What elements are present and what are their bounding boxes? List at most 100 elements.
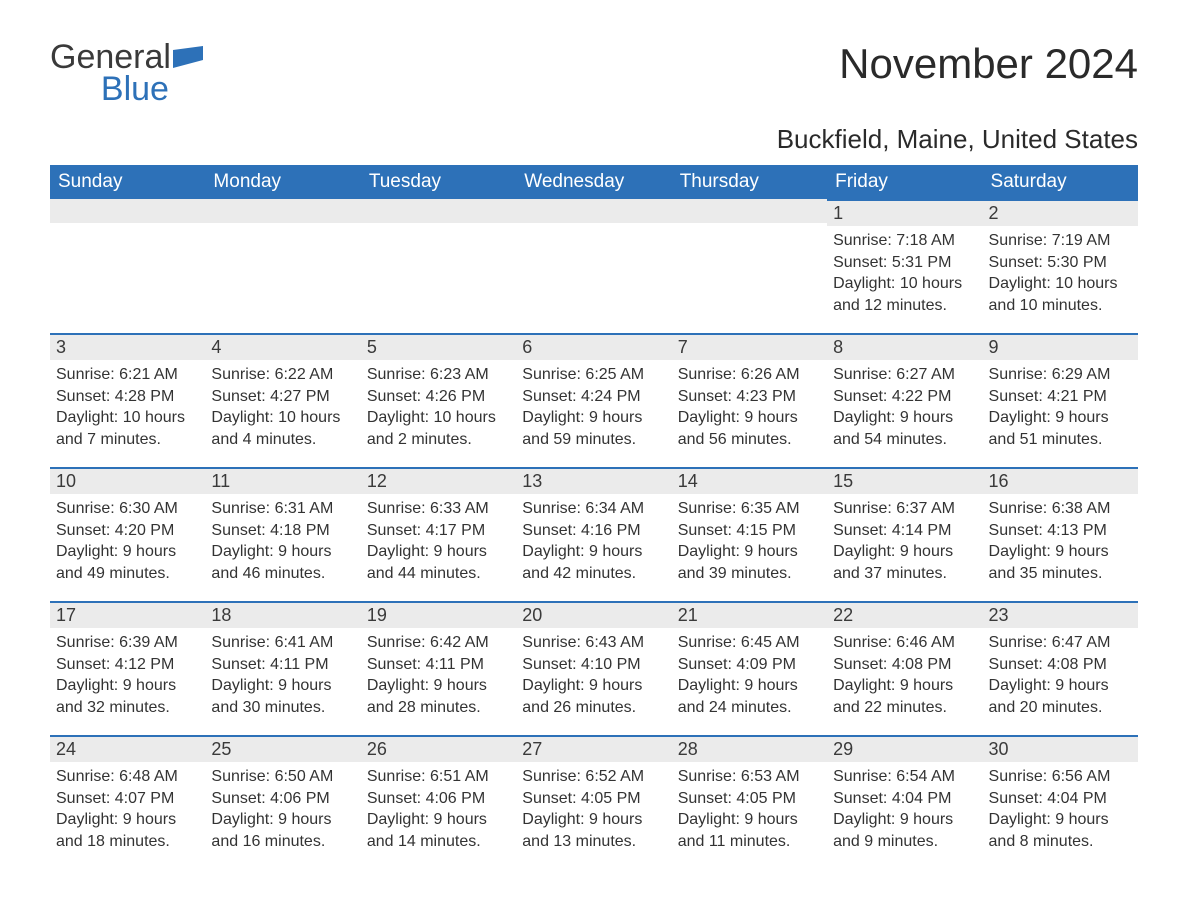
- day-number: 17: [50, 601, 205, 628]
- daylight-line: Daylight: 9 hours and 16 minutes.: [211, 809, 354, 852]
- sunset-line: Sunset: 4:13 PM: [989, 520, 1132, 542]
- sunset-line: Sunset: 4:23 PM: [678, 386, 821, 408]
- calendar-cell: 15Sunrise: 6:37 AMSunset: 4:14 PMDayligh…: [827, 467, 982, 601]
- calendar-row: 24Sunrise: 6:48 AMSunset: 4:07 PMDayligh…: [50, 735, 1138, 869]
- day-number: 4: [205, 333, 360, 360]
- weekday-header-row: SundayMondayTuesdayWednesdayThursdayFrid…: [50, 165, 1138, 199]
- day-details: Sunrise: 6:25 AMSunset: 4:24 PMDaylight:…: [516, 360, 671, 456]
- sunrise-line: Sunrise: 6:38 AM: [989, 498, 1132, 520]
- sunset-line: Sunset: 4:11 PM: [367, 654, 510, 676]
- daylight-line: Daylight: 10 hours and 10 minutes.: [989, 273, 1132, 316]
- calendar-row: 3Sunrise: 6:21 AMSunset: 4:28 PMDaylight…: [50, 333, 1138, 467]
- day-number: 30: [983, 735, 1138, 762]
- sunset-line: Sunset: 4:09 PM: [678, 654, 821, 676]
- calendar-cell: [50, 199, 205, 333]
- day-details: Sunrise: 6:29 AMSunset: 4:21 PMDaylight:…: [983, 360, 1138, 456]
- sunset-line: Sunset: 4:04 PM: [989, 788, 1132, 810]
- sunset-line: Sunset: 4:15 PM: [678, 520, 821, 542]
- day-details: Sunrise: 6:42 AMSunset: 4:11 PMDaylight:…: [361, 628, 516, 724]
- sunset-line: Sunset: 4:17 PM: [367, 520, 510, 542]
- daylight-line: Daylight: 9 hours and 56 minutes.: [678, 407, 821, 450]
- sunset-line: Sunset: 4:11 PM: [211, 654, 354, 676]
- daylight-line: Daylight: 9 hours and 46 minutes.: [211, 541, 354, 584]
- daylight-line: Daylight: 9 hours and 22 minutes.: [833, 675, 976, 718]
- day-details: Sunrise: 6:54 AMSunset: 4:04 PMDaylight:…: [827, 762, 982, 858]
- daylight-line: Daylight: 9 hours and 59 minutes.: [522, 407, 665, 450]
- sunset-line: Sunset: 4:05 PM: [522, 788, 665, 810]
- calendar-row: 10Sunrise: 6:30 AMSunset: 4:20 PMDayligh…: [50, 467, 1138, 601]
- sunset-line: Sunset: 4:06 PM: [367, 788, 510, 810]
- calendar-cell: 17Sunrise: 6:39 AMSunset: 4:12 PMDayligh…: [50, 601, 205, 735]
- sunset-line: Sunset: 4:21 PM: [989, 386, 1132, 408]
- day-number: 28: [672, 735, 827, 762]
- day-details: Sunrise: 6:48 AMSunset: 4:07 PMDaylight:…: [50, 762, 205, 858]
- sunrise-line: Sunrise: 6:33 AM: [367, 498, 510, 520]
- day-details: Sunrise: 6:51 AMSunset: 4:06 PMDaylight:…: [361, 762, 516, 858]
- day-number: 21: [672, 601, 827, 628]
- calendar-cell: 7Sunrise: 6:26 AMSunset: 4:23 PMDaylight…: [672, 333, 827, 467]
- day-details: Sunrise: 6:31 AMSunset: 4:18 PMDaylight:…: [205, 494, 360, 590]
- calendar-cell: 13Sunrise: 6:34 AMSunset: 4:16 PMDayligh…: [516, 467, 671, 601]
- weekday-header: Saturday: [983, 165, 1138, 199]
- sunrise-line: Sunrise: 6:39 AM: [56, 632, 199, 654]
- daylight-line: Daylight: 9 hours and 13 minutes.: [522, 809, 665, 852]
- daylight-line: Daylight: 9 hours and 37 minutes.: [833, 541, 976, 584]
- daylight-line: Daylight: 9 hours and 24 minutes.: [678, 675, 821, 718]
- sunrise-line: Sunrise: 6:35 AM: [678, 498, 821, 520]
- calendar-cell: 27Sunrise: 6:52 AMSunset: 4:05 PMDayligh…: [516, 735, 671, 869]
- weekday-header: Monday: [205, 165, 360, 199]
- daylight-line: Daylight: 10 hours and 4 minutes.: [211, 407, 354, 450]
- calendar-cell: [672, 199, 827, 333]
- empty-day-header: [516, 199, 671, 223]
- day-number: 7: [672, 333, 827, 360]
- day-number: 11: [205, 467, 360, 494]
- sunset-line: Sunset: 4:14 PM: [833, 520, 976, 542]
- daylight-line: Daylight: 9 hours and 9 minutes.: [833, 809, 976, 852]
- day-number: 2: [983, 199, 1138, 226]
- day-details: Sunrise: 6:21 AMSunset: 4:28 PMDaylight:…: [50, 360, 205, 456]
- calendar-cell: 2Sunrise: 7:19 AMSunset: 5:30 PMDaylight…: [983, 199, 1138, 333]
- empty-day-header: [50, 199, 205, 223]
- calendar-cell: 11Sunrise: 6:31 AMSunset: 4:18 PMDayligh…: [205, 467, 360, 601]
- day-details: Sunrise: 6:26 AMSunset: 4:23 PMDaylight:…: [672, 360, 827, 456]
- day-details: Sunrise: 6:47 AMSunset: 4:08 PMDaylight:…: [983, 628, 1138, 724]
- daylight-line: Daylight: 9 hours and 42 minutes.: [522, 541, 665, 584]
- sunrise-line: Sunrise: 6:25 AM: [522, 364, 665, 386]
- day-details: Sunrise: 6:56 AMSunset: 4:04 PMDaylight:…: [983, 762, 1138, 858]
- day-number: 10: [50, 467, 205, 494]
- calendar-table: SundayMondayTuesdayWednesdayThursdayFrid…: [50, 165, 1138, 869]
- sunrise-line: Sunrise: 7:19 AM: [989, 230, 1132, 252]
- day-details: Sunrise: 6:33 AMSunset: 4:17 PMDaylight:…: [361, 494, 516, 590]
- day-details: Sunrise: 6:46 AMSunset: 4:08 PMDaylight:…: [827, 628, 982, 724]
- calendar-cell: 24Sunrise: 6:48 AMSunset: 4:07 PMDayligh…: [50, 735, 205, 869]
- sunset-line: Sunset: 4:27 PM: [211, 386, 354, 408]
- calendar-cell: 22Sunrise: 6:46 AMSunset: 4:08 PMDayligh…: [827, 601, 982, 735]
- weekday-header: Sunday: [50, 165, 205, 199]
- day-number: 23: [983, 601, 1138, 628]
- empty-day-header: [672, 199, 827, 223]
- sunset-line: Sunset: 4:24 PM: [522, 386, 665, 408]
- sunset-line: Sunset: 4:22 PM: [833, 386, 976, 408]
- daylight-line: Daylight: 9 hours and 14 minutes.: [367, 809, 510, 852]
- sunset-line: Sunset: 4:20 PM: [56, 520, 199, 542]
- sunrise-line: Sunrise: 6:43 AM: [522, 632, 665, 654]
- sunrise-line: Sunrise: 6:26 AM: [678, 364, 821, 386]
- sunrise-line: Sunrise: 6:31 AM: [211, 498, 354, 520]
- day-details: Sunrise: 6:38 AMSunset: 4:13 PMDaylight:…: [983, 494, 1138, 590]
- day-number: 12: [361, 467, 516, 494]
- day-details: Sunrise: 6:37 AMSunset: 4:14 PMDaylight:…: [827, 494, 982, 590]
- sunset-line: Sunset: 4:18 PM: [211, 520, 354, 542]
- day-number: 26: [361, 735, 516, 762]
- sunset-line: Sunset: 4:16 PM: [522, 520, 665, 542]
- calendar-cell: 19Sunrise: 6:42 AMSunset: 4:11 PMDayligh…: [361, 601, 516, 735]
- sunrise-line: Sunrise: 6:51 AM: [367, 766, 510, 788]
- daylight-line: Daylight: 9 hours and 11 minutes.: [678, 809, 821, 852]
- daylight-line: Daylight: 9 hours and 8 minutes.: [989, 809, 1132, 852]
- logo-word-2: Blue: [50, 72, 171, 106]
- day-number: 25: [205, 735, 360, 762]
- calendar-cell: 14Sunrise: 6:35 AMSunset: 4:15 PMDayligh…: [672, 467, 827, 601]
- calendar-cell: 21Sunrise: 6:45 AMSunset: 4:09 PMDayligh…: [672, 601, 827, 735]
- day-number: 14: [672, 467, 827, 494]
- calendar-cell: 6Sunrise: 6:25 AMSunset: 4:24 PMDaylight…: [516, 333, 671, 467]
- day-details: Sunrise: 6:53 AMSunset: 4:05 PMDaylight:…: [672, 762, 827, 858]
